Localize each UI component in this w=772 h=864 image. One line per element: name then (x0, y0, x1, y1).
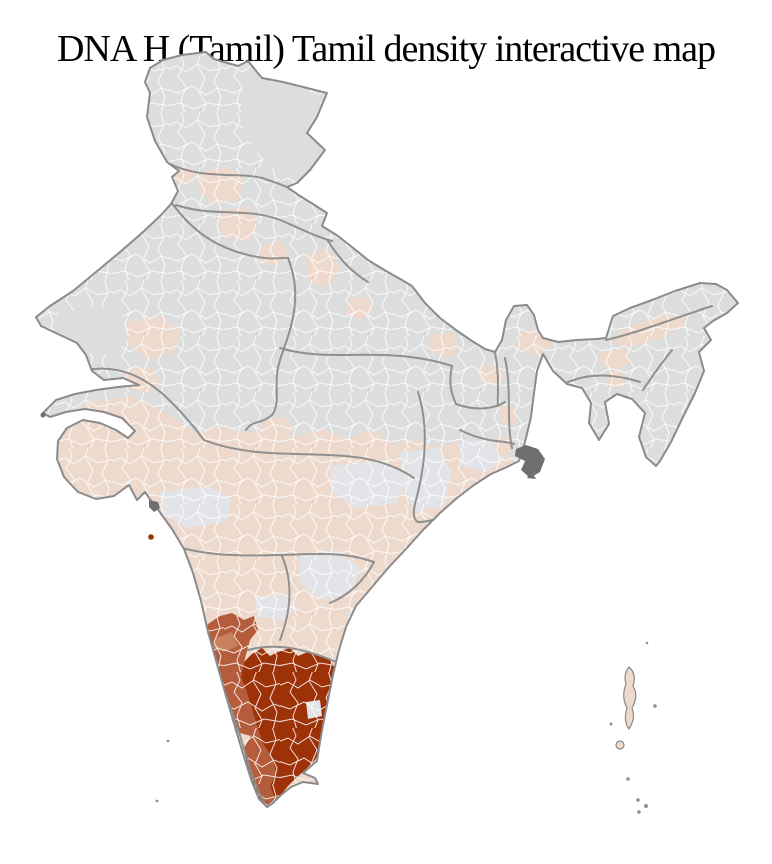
island-dot[interactable] (609, 722, 613, 726)
state-borders (85, 162, 713, 803)
island-dot-lakshadweep[interactable] (155, 799, 159, 803)
island-dot[interactable] (653, 704, 657, 708)
delta-region[interactable] (40, 412, 46, 418)
region-high-density-mumbai[interactable] (148, 534, 154, 540)
island-dot[interactable] (637, 810, 641, 814)
small-islands (155, 641, 657, 814)
island-region[interactable] (615, 740, 625, 750)
delta-region[interactable] (527, 471, 536, 479)
island-region[interactable] (623, 666, 637, 731)
island-dot[interactable] (645, 641, 649, 645)
island-dot-lakshadweep[interactable] (166, 739, 170, 743)
island-dot[interactable] (644, 804, 648, 808)
district-region-ladakh[interactable] (241, 76, 323, 182)
mumbai-harbor[interactable] (149, 500, 160, 512)
andaman-nicobar-islands (615, 666, 637, 750)
island-dot[interactable] (636, 798, 640, 802)
island-dot[interactable] (626, 777, 630, 781)
sundarbans-delta (40, 412, 545, 512)
delta-region[interactable] (515, 445, 545, 478)
india-outline (35, 51, 739, 808)
